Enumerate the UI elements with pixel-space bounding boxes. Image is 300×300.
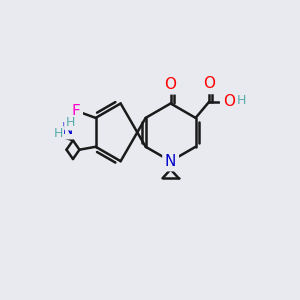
Text: N: N — [61, 122, 73, 137]
Text: N: N — [165, 154, 176, 169]
Text: O: O — [165, 77, 177, 92]
Text: H: H — [65, 116, 75, 129]
Text: O: O — [203, 76, 215, 92]
Text: O: O — [223, 94, 235, 109]
Text: H: H — [237, 94, 246, 107]
Text: H: H — [54, 128, 63, 140]
Text: F: F — [71, 104, 80, 119]
